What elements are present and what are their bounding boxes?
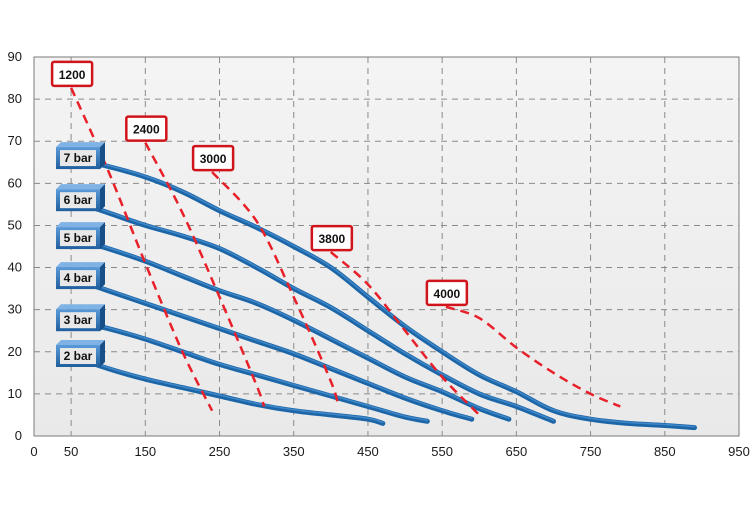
speed-label-box	[310, 224, 354, 252]
speed-line	[144, 142, 266, 407]
label-box-inner	[60, 347, 96, 364]
label-box-inner	[60, 192, 96, 209]
y-tick-label: 70	[8, 133, 22, 148]
y-tick-label: 0	[15, 428, 22, 443]
label-box-top	[56, 262, 105, 268]
pressure-curve	[68, 197, 556, 424]
x-tick-label: 550	[431, 444, 453, 459]
label-box-side	[100, 184, 105, 212]
pressure-curve	[68, 275, 475, 422]
speed-lines: 1200 2400 3000 3800 4000	[50, 60, 621, 416]
y-tick-label: 80	[8, 91, 22, 106]
y-tick-label: 60	[8, 175, 22, 190]
x-tick-label: 850	[654, 444, 676, 459]
pressure-curve-highlight	[70, 354, 384, 424]
y-tick-label: 90	[8, 49, 22, 64]
y-axis-tick-labels: 0 10 20 30 40 50 60 70 80 90	[8, 49, 22, 443]
x-tick-label: 450	[357, 444, 379, 459]
label-box-top	[56, 339, 105, 345]
pressure-curve-highlight	[70, 276, 473, 419]
pressure-curve-highlight	[70, 156, 696, 428]
speed-label: 4000	[434, 287, 461, 301]
label-box-side	[100, 262, 105, 290]
label-box-top	[56, 142, 105, 148]
speed-line	[329, 251, 481, 416]
pressure-curve	[68, 317, 430, 424]
x-tick-label: 50	[64, 444, 78, 459]
speed-label-box	[425, 279, 469, 307]
speed-label: 1200	[59, 68, 86, 82]
series-label: 6 bar	[64, 193, 93, 207]
label-box-inner	[60, 230, 96, 247]
speed-line	[445, 305, 621, 408]
y-tick-label: 20	[8, 344, 22, 359]
speed-label-box	[50, 60, 94, 88]
speed-label: 3800	[318, 232, 345, 246]
y-tick-label: 10	[8, 386, 22, 401]
y-tick-label: 50	[8, 217, 22, 232]
label-box-top	[56, 222, 105, 228]
label-box-side	[100, 339, 105, 367]
speed-label: 2400	[133, 123, 160, 137]
series-label-boxes: 7 bar 6 bar 5 bar 4 bar 3 bar 2 bar	[56, 142, 105, 367]
x-tick-label: 950	[728, 444, 750, 459]
speed-label: 3000	[200, 152, 227, 166]
label-box-inner	[60, 312, 96, 329]
speed-label-box	[191, 144, 235, 172]
x-tick-label: 0	[30, 444, 37, 459]
label-box-inner	[60, 270, 96, 287]
label-box-inner	[60, 150, 96, 167]
pressure-curve	[68, 155, 697, 431]
x-tick-label: 350	[283, 444, 305, 459]
y-tick-label: 40	[8, 260, 22, 275]
label-box-side	[100, 222, 105, 250]
speed-label-box	[125, 115, 168, 142]
pressure-curves	[68, 155, 697, 431]
label-box-top	[56, 184, 105, 190]
series-label: 7 bar	[64, 151, 93, 165]
pressure-curve-highlight	[70, 198, 555, 422]
series-label: 2 bar	[64, 349, 93, 363]
x-tick-label: 250	[209, 444, 231, 459]
x-tick-label: 150	[134, 444, 156, 459]
speed-line	[69, 87, 214, 412]
series-label: 5 bar	[64, 231, 93, 245]
series-label: 4 bar	[64, 271, 93, 285]
y-tick-label: 30	[8, 302, 22, 317]
speed-line	[211, 171, 340, 407]
pressure-curve-highlight	[70, 318, 429, 422]
series-label: 3 bar	[64, 313, 93, 327]
x-tick-label: 650	[506, 444, 528, 459]
pressure-curve	[68, 353, 386, 426]
x-axis-tick-labels: 0 50 150 250 350 450 550 650 750 850 950	[30, 444, 749, 459]
label-box-side	[100, 142, 105, 170]
x-tick-label: 750	[580, 444, 602, 459]
label-box-side	[100, 304, 105, 332]
label-box-top	[56, 304, 105, 310]
